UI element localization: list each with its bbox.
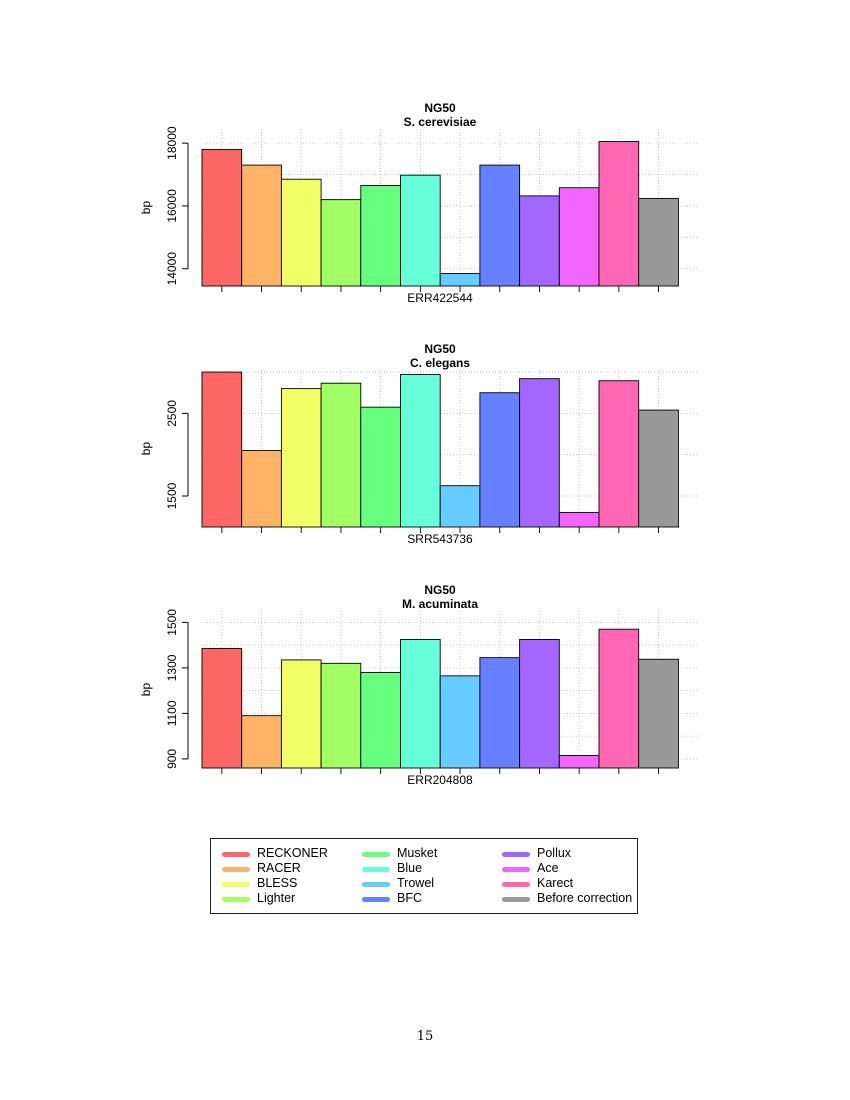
y-tick-label: 2500 (165, 400, 179, 427)
bar-musket (360, 671, 401, 769)
legend-label: Before correction (537, 891, 633, 905)
y-tick-label: 1500 (165, 482, 179, 509)
y-tick-label: 900 (165, 749, 179, 769)
legend-label: Ace (537, 861, 559, 875)
legend-swatch (362, 852, 390, 857)
bar-before-correction (638, 658, 679, 769)
bar-bfc (479, 657, 521, 769)
legend-label: Trowel (397, 876, 435, 890)
chart-title: NG50 (424, 583, 456, 597)
y-axis-label: bp (139, 201, 153, 215)
y-tick-label: 18000 (165, 126, 179, 160)
bar-ace (558, 755, 600, 769)
legend-swatch (222, 852, 250, 857)
bar-bless (280, 659, 322, 769)
chart-subtitle: S. cerevisiae (404, 115, 477, 129)
y-tick-label: 1100 (165, 700, 179, 726)
bar-lighter (320, 662, 362, 769)
bar-before-correction (638, 197, 679, 287)
legend-swatch (222, 897, 250, 902)
bar-reckoner (201, 648, 243, 769)
x-axis-label: SRR543736 (407, 532, 473, 546)
legend-label: BFC (397, 891, 422, 905)
legend-label: BLESS (257, 876, 298, 890)
bar-before-correction (638, 409, 679, 528)
y-axis-label: bp (139, 683, 153, 697)
chart-subtitle: C. elegans (410, 356, 470, 370)
chart-subtitle: M. acuminata (402, 597, 478, 611)
bar-bfc (479, 392, 521, 528)
legend-label: Blue (397, 861, 423, 875)
bar-blue (400, 174, 441, 287)
bar-karect (598, 141, 640, 287)
chart-title: NG50 (424, 101, 456, 115)
bar-bless (280, 178, 322, 287)
bar-karect (598, 628, 640, 769)
bar-musket (360, 406, 401, 528)
legend-swatch (362, 897, 390, 902)
bar-trowel (439, 485, 481, 528)
bar-trowel (439, 675, 481, 769)
legend-swatch (502, 867, 530, 872)
bar-ace (558, 512, 600, 528)
x-axis-label: ERR204808 (407, 773, 473, 787)
x-axis-label: ERR422544 (407, 291, 473, 305)
legend-swatch (502, 897, 530, 902)
bar-pollux (519, 378, 560, 528)
y-tick-label: 1500 (165, 609, 179, 636)
legend-label: Karect (537, 876, 574, 890)
bar-lighter (320, 382, 362, 528)
bar-lighter (320, 199, 362, 287)
chart-title: NG50 (424, 342, 456, 356)
bar-blue (400, 638, 441, 769)
y-axis-label: bp (139, 442, 153, 456)
legend-swatch (502, 852, 530, 857)
y-tick-label: 14000 (165, 252, 179, 286)
bar-bfc (479, 164, 521, 287)
bar-reckoner (201, 371, 243, 528)
legend-swatch (362, 867, 390, 872)
bar-racer (241, 164, 282, 287)
legend-label: Pollux (537, 846, 572, 860)
legend-label: Musket (397, 846, 438, 860)
bar-racer (241, 450, 282, 528)
legend: RECKONER RACER BLESS Lighter Musket Blue Trowe… (210, 838, 638, 914)
bar-racer (241, 715, 282, 769)
y-tick-label: 16000 (165, 189, 179, 223)
bar-ace (558, 187, 600, 287)
bar-bless (280, 388, 322, 528)
bar-musket (360, 185, 401, 287)
legend-label: Lighter (257, 891, 296, 905)
bar-karect (598, 380, 640, 528)
bar-pollux (519, 638, 560, 769)
legend-label: RECKONER (257, 846, 328, 860)
legend-swatch (222, 882, 250, 887)
legend-swatch (222, 867, 250, 872)
page-number: 15 (416, 1029, 434, 1044)
bar-blue (400, 374, 441, 528)
legend-swatch (502, 882, 530, 887)
bar-trowel (439, 272, 481, 287)
y-tick-label: 1300 (165, 654, 179, 681)
legend-label: RACER (257, 861, 301, 875)
legend-swatch (362, 882, 390, 887)
bar-reckoner (201, 148, 243, 287)
bar-pollux (519, 195, 560, 287)
